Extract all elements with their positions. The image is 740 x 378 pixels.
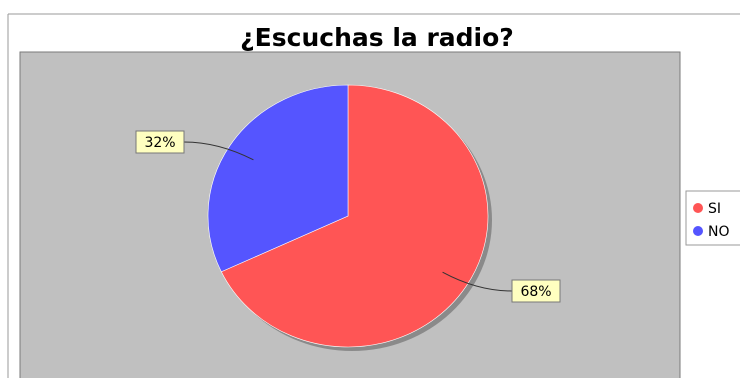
slice-label-si: 68% [520,284,551,300]
chart-title: ¿Escuchas la radio? [240,23,514,52]
legend-label-si: SI [708,201,721,217]
legend-swatch-si [693,203,703,213]
legend-label-no: NO [708,224,730,240]
pie-slice-si [220,84,489,348]
pie-slices [207,84,492,351]
legend-box [685,190,740,246]
legend-swatch-no [693,226,703,236]
slice-labels: 68% 32% [135,130,561,303]
leader-line-no [183,141,254,161]
leader-line-si [442,271,513,292]
slice-label-box-si [511,279,561,303]
slice-label-box-no [135,130,185,154]
legend: SI NO [693,201,730,240]
slice-label-no: 32% [144,135,175,151]
pie-slice-no [207,84,349,273]
